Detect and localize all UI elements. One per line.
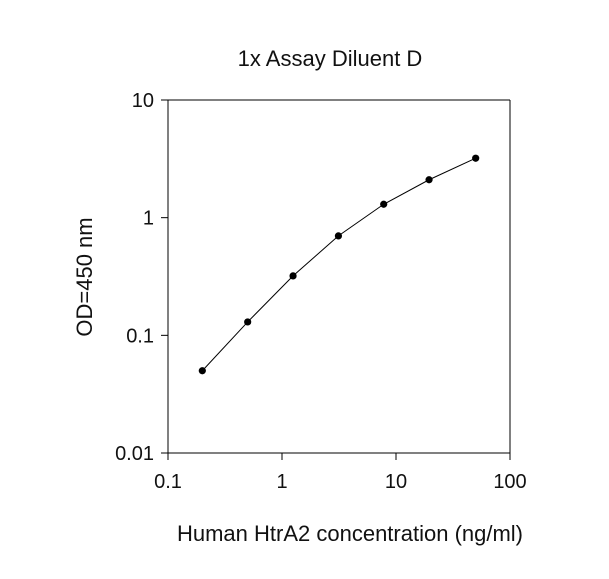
chart-title: 1x Assay Diluent D: [238, 46, 423, 71]
x-tick-label: 0.1: [154, 471, 182, 493]
data-point: [334, 232, 343, 240]
x-tick-label: 100: [493, 471, 526, 493]
data-point: [425, 176, 433, 184]
data-point: [289, 272, 297, 280]
data-point: [198, 367, 206, 375]
x-tick-label: 10: [385, 471, 407, 493]
x-tick-label: 1: [276, 471, 287, 493]
x-axis-title: Human HtrA2 concentration (ng/ml): [177, 521, 523, 546]
series-line-layer: [201, 157, 476, 372]
y-tick-label: 1: [143, 208, 154, 230]
series-points-layer: [198, 154, 480, 375]
y-tick-label: 0.01: [115, 443, 154, 465]
data-point: [472, 154, 480, 162]
series-line: [201, 157, 476, 372]
y-tick-label: 10: [132, 90, 154, 112]
axes: [167, 99, 511, 454]
data-point: [244, 318, 252, 326]
y-tick-label: 0.1: [126, 325, 154, 347]
y-axis-title: OD=450 nm: [72, 217, 97, 336]
data-point: [380, 200, 388, 208]
